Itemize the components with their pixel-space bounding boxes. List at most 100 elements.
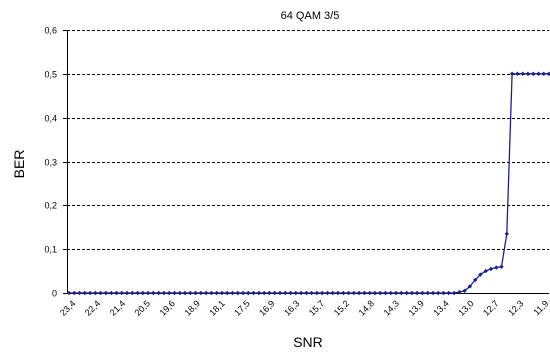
x-tick-label: 15,7 — [307, 298, 326, 317]
axes — [67, 30, 549, 294]
x-axis-label: SNR — [293, 334, 323, 350]
data-point — [98, 290, 103, 296]
data-point — [161, 290, 167, 296]
data-point — [135, 290, 140, 296]
x-tick-label: 14,8 — [357, 298, 376, 317]
data-point — [240, 290, 246, 296]
data-point — [235, 290, 240, 296]
data-point — [504, 231, 509, 236]
data-point — [272, 290, 277, 296]
data-point — [214, 290, 219, 296]
data-point — [393, 290, 399, 296]
data-point — [145, 290, 151, 296]
series-line — [69, 73, 549, 294]
data-point — [309, 290, 314, 296]
x-tick-label: 16,9 — [257, 298, 276, 317]
data-point — [399, 290, 404, 296]
data-point — [330, 290, 335, 296]
data-point — [525, 71, 531, 76]
data-point — [420, 290, 425, 296]
data-point — [446, 290, 451, 296]
y-tick-label: 0,1 — [44, 245, 57, 255]
data-point — [409, 290, 415, 296]
data-point — [298, 290, 304, 296]
chart-title: 64 QAM 3/5 — [281, 10, 340, 22]
data-point — [478, 272, 483, 277]
data-point — [414, 290, 420, 296]
x-tick-label: 22,4 — [83, 298, 102, 317]
data-point — [473, 277, 478, 283]
data-point — [283, 290, 288, 296]
x-tick-label: 12,7 — [481, 298, 500, 317]
data-point — [346, 290, 351, 296]
x-tick-label: 13,9 — [406, 298, 425, 317]
data-point — [494, 265, 499, 270]
data-point — [230, 290, 235, 296]
x-tick-label: 18,9 — [182, 298, 201, 317]
data-point — [72, 290, 77, 296]
data-point — [140, 290, 145, 296]
data-point — [293, 290, 298, 296]
data-point — [341, 290, 346, 296]
y-tick-label: 0,2 — [44, 201, 57, 211]
data-point — [457, 289, 462, 295]
data-point — [66, 290, 72, 296]
data-point — [219, 290, 225, 296]
data-point — [541, 71, 546, 76]
data-point — [156, 290, 161, 296]
data-point — [388, 290, 393, 296]
data-point — [188, 290, 193, 296]
x-tick-label: 19,6 — [158, 298, 177, 317]
data-point — [251, 290, 256, 296]
data-point — [320, 290, 325, 296]
data-point — [430, 290, 436, 296]
data-point — [151, 290, 156, 296]
data-point — [209, 290, 214, 296]
data-point — [119, 290, 124, 296]
x-tick-label: 21,4 — [108, 298, 127, 317]
data-point — [225, 290, 230, 296]
x-tick-label: 15,2 — [332, 298, 351, 317]
data-point — [383, 290, 388, 296]
data-point — [114, 290, 119, 296]
data-point — [93, 290, 98, 296]
data-point — [436, 290, 441, 296]
data-point — [198, 290, 204, 296]
data-point — [167, 290, 172, 296]
data-point — [109, 290, 114, 296]
y-tick-label: 0 — [52, 289, 57, 299]
data-point — [335, 290, 341, 296]
data-point — [531, 71, 536, 76]
data-point — [509, 71, 515, 76]
x-tick-label: 18,1 — [207, 298, 226, 317]
y-tick-label: 0,3 — [44, 158, 57, 168]
x-tick-label: 23,4 — [58, 298, 77, 317]
data-point — [367, 290, 372, 296]
plot-area — [66, 71, 550, 296]
x-tick-label: 20,5 — [133, 298, 152, 317]
data-point — [304, 290, 309, 296]
data-point — [499, 264, 504, 269]
x-tick-label: 13,0 — [456, 298, 475, 317]
data-point — [82, 290, 87, 296]
data-point — [177, 290, 182, 296]
data-point — [362, 290, 367, 296]
y-axis-label: BER — [11, 150, 27, 179]
data-point — [546, 71, 550, 76]
x-tick-label: 17,5 — [232, 298, 251, 317]
data-point — [288, 290, 293, 296]
data-point — [483, 268, 488, 274]
data-point — [325, 290, 330, 296]
data-point — [462, 288, 467, 293]
data-point — [356, 290, 362, 296]
grid-lines — [67, 30, 549, 250]
y-tick-label: 0,5 — [44, 70, 57, 80]
data-point — [77, 290, 82, 296]
data-point — [182, 290, 188, 296]
data-point — [451, 290, 457, 296]
x-ticks: 23,4 22,4 21,4 20,5 19,6 18,9 18,1 17,5 16,9 16,3… — [58, 298, 550, 317]
data-point — [267, 290, 272, 296]
x-tick-label: 13,4 — [431, 298, 450, 317]
